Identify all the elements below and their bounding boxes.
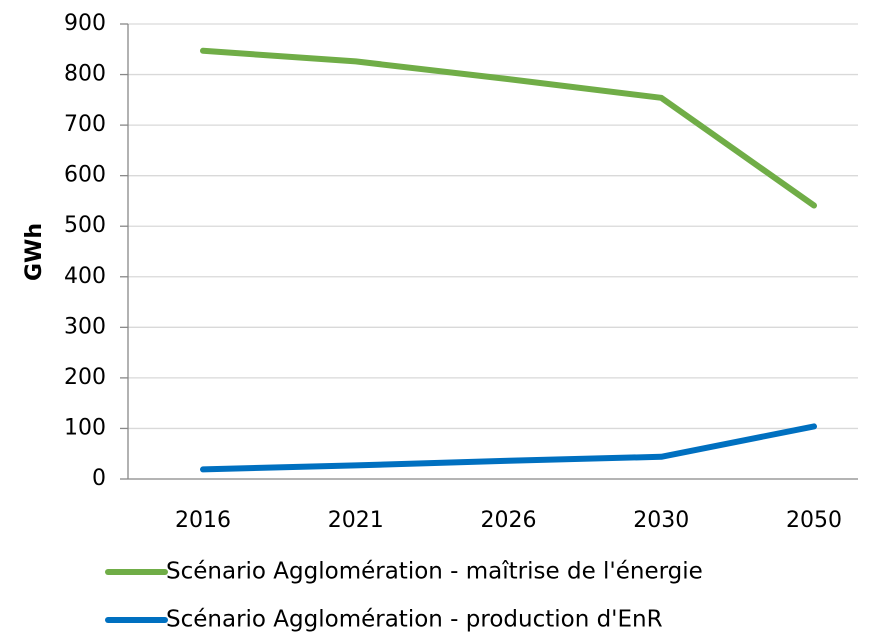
y-tick-label: 100	[64, 415, 106, 440]
y-tick-label: 500	[64, 213, 106, 238]
data-line	[200, 423, 817, 473]
y-tick-label: 200	[64, 365, 106, 390]
x-tick-label: 2021	[328, 508, 384, 533]
legend-label: Scénario Agglomération - production d'En…	[166, 607, 663, 632]
legend-label: Scénario Agglomération - maîtrise de l'é…	[166, 559, 703, 585]
x-tick-label: 2016	[175, 508, 231, 533]
x-tick-label: 2050	[786, 508, 842, 533]
x-tick-label: 2030	[633, 508, 689, 533]
y-tick-label: 0	[92, 466, 106, 491]
y-tick-label: 300	[64, 314, 106, 339]
y-tick-label: 600	[64, 163, 106, 188]
y-tick-label: 400	[64, 264, 106, 289]
x-tick-label: 2026	[481, 508, 537, 533]
y-tick-label: 800	[64, 62, 106, 87]
y-tick-label: 900	[64, 11, 106, 36]
y-tick-label: 700	[64, 112, 106, 137]
data-line	[200, 47, 817, 209]
y-axis-label: GWh	[22, 223, 47, 281]
